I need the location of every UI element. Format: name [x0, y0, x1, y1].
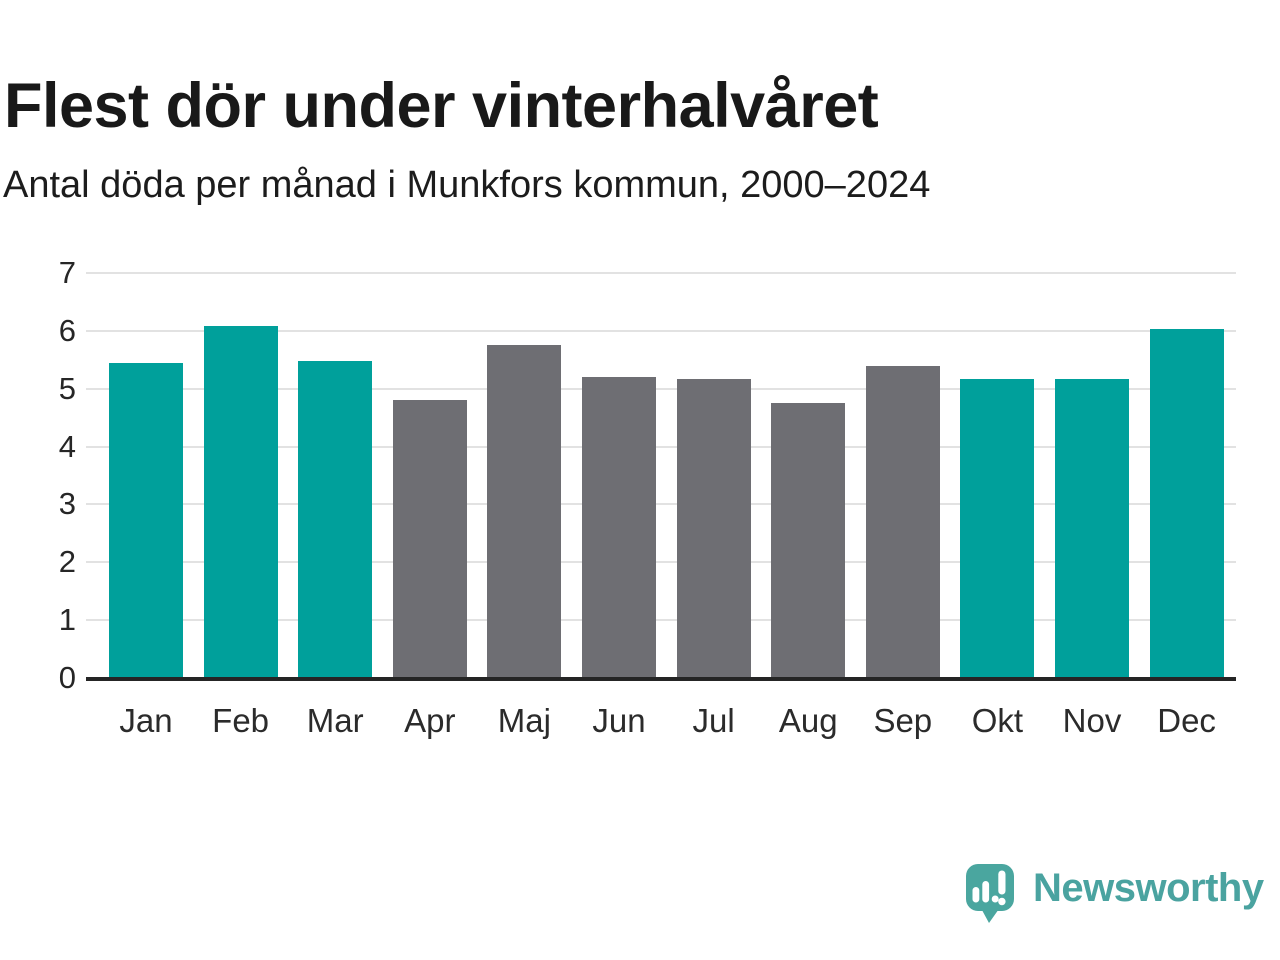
gridline-7	[86, 272, 1236, 274]
newsworthy-speech-bubble-bar-chart-icon	[966, 864, 1014, 923]
page-title: Flest dör under vinterhalvåret	[4, 71, 879, 142]
bar-apr	[392, 400, 467, 678]
bar-jul	[676, 379, 751, 678]
bar-okt	[960, 379, 1035, 678]
y-axis-tick-label-5: 5	[58, 370, 76, 406]
x-axis-month-label-nov: Nov	[1062, 702, 1122, 739]
y-axis-tick-label-4: 4	[58, 428, 76, 464]
bar-mar	[298, 360, 373, 678]
bar-feb	[203, 326, 278, 678]
y-axis-tick-label-1: 1	[58, 602, 76, 638]
bar-jun	[582, 377, 656, 678]
x-axis-month-label-jul: Jul	[692, 702, 735, 739]
y-axis-tick-label-3: 3	[58, 486, 76, 522]
y-axis-tick-label-2: 2	[58, 544, 76, 580]
gridline-3	[86, 503, 1236, 506]
gridline-6	[86, 329, 1236, 332]
x-axis-month-label-dec: Dec	[1157, 702, 1216, 739]
x-axis-month-label-maj: Maj	[497, 702, 551, 739]
gridline-5	[86, 387, 1236, 390]
bar-aug	[771, 402, 846, 678]
x-axis-month-label-aug: Aug	[778, 702, 838, 739]
gridline-2	[86, 561, 1236, 564]
chart-subtitle: Antal döda per månad i Munkfors kommun, …	[3, 164, 931, 206]
x-axis-month-label-jan: Jan	[119, 702, 173, 739]
bar-jan	[109, 363, 183, 678]
bar-sep	[865, 365, 940, 678]
gridline-1	[86, 619, 1236, 622]
newsworthy-logo: Newsworthy	[961, 860, 1264, 924]
gridline-4	[86, 445, 1236, 448]
x-axis-month-label-jun: Jun	[592, 702, 646, 739]
y-axis-tick-label-7: 7	[58, 255, 76, 290]
x-axis-month-label-feb: Feb	[212, 702, 270, 739]
x-axis-month-label-sep: Sep	[873, 702, 933, 739]
bar-dec	[1149, 328, 1224, 678]
x-axis-line	[86, 677, 1236, 681]
x-axis-month-label-apr: Apr	[404, 702, 456, 739]
bar-nov	[1055, 379, 1129, 678]
y-axis-tick-label-6: 6	[58, 312, 76, 348]
y-axis-tick-label-0: 0	[58, 660, 76, 695]
x-axis-month-label-mar: Mar	[306, 702, 364, 739]
x-axis-month-label-okt: Okt	[971, 702, 1024, 739]
newsworthy-logo-text: Newsworthy	[1033, 866, 1264, 910]
bar-maj	[487, 344, 562, 678]
